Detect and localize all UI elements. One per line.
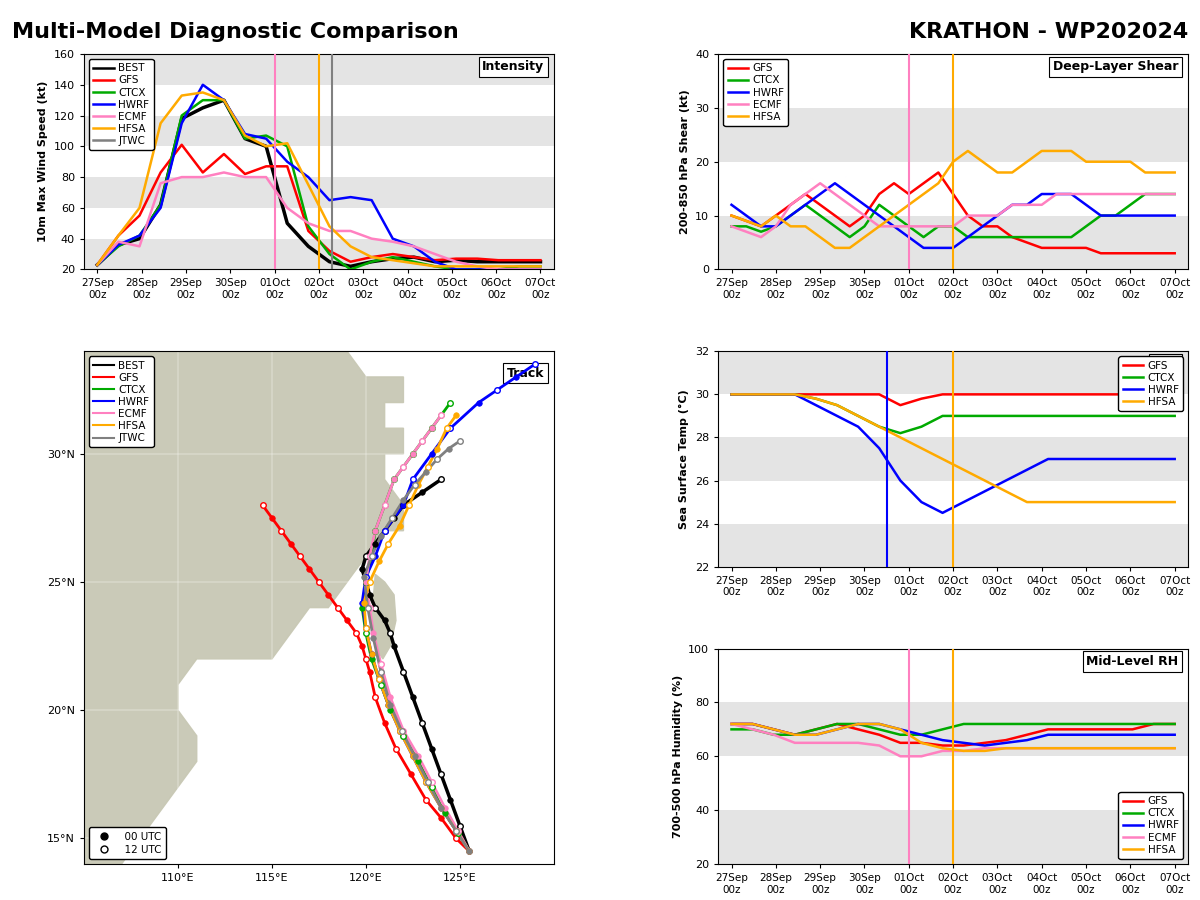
Bar	[719, 394, 1188, 437]
Y-axis label: 10m Max Wind Speed (kt): 10m Max Wind Speed (kt)	[38, 81, 48, 242]
Text: Track: Track	[506, 366, 545, 380]
Bar	[84, 238, 553, 269]
Text: Multi-Model Diagnostic Comparison: Multi-Model Diagnostic Comparison	[12, 22, 458, 42]
Legend: BEST, GFS, CTCX, HWRF, ECMF, HFSA, JTWC: BEST, GFS, CTCX, HWRF, ECMF, HFSA, JTWC	[89, 59, 154, 150]
Bar	[84, 147, 553, 177]
Bar	[719, 54, 1188, 108]
Bar	[719, 481, 1188, 524]
Text: KRATHON - WP202024: KRATHON - WP202024	[908, 22, 1188, 42]
Bar	[84, 54, 553, 85]
Bar	[719, 437, 1188, 481]
Text: SST: SST	[1152, 357, 1178, 371]
Text: Intensity: Intensity	[482, 60, 545, 74]
Bar	[84, 85, 553, 115]
Bar	[719, 702, 1188, 756]
Bar	[719, 351, 1188, 394]
Bar	[84, 115, 553, 147]
Text: Deep-Layer Shear: Deep-Layer Shear	[1054, 60, 1178, 74]
Legend: GFS, CTCX, HWRF, ECMF, HFSA: GFS, CTCX, HWRF, ECMF, HFSA	[724, 59, 787, 126]
Legend: GFS, CTCX, HWRF, ECMF, HFSA: GFS, CTCX, HWRF, ECMF, HFSA	[1118, 792, 1183, 859]
Text: NOAA  CIRA: NOAA CIRA	[94, 845, 152, 854]
Bar	[719, 756, 1188, 810]
Legend:   00 UTC,   12 UTC: 00 UTC, 12 UTC	[89, 827, 166, 859]
Y-axis label: Sea Surface Temp (°C): Sea Surface Temp (°C)	[679, 389, 689, 529]
Legend: GFS, CTCX, HWRF, HFSA: GFS, CTCX, HWRF, HFSA	[1118, 356, 1183, 411]
Polygon shape	[84, 351, 403, 864]
Polygon shape	[372, 574, 396, 659]
Y-axis label: 200-850 hPa Shear (kt): 200-850 hPa Shear (kt)	[679, 89, 690, 234]
Bar	[719, 649, 1188, 702]
Bar	[719, 108, 1188, 162]
Y-axis label: 700-500 hPa Humidity (%): 700-500 hPa Humidity (%)	[673, 675, 683, 838]
Bar	[84, 208, 553, 238]
Text: Mid-Level RH: Mid-Level RH	[1086, 655, 1178, 668]
Bar	[719, 524, 1188, 567]
Bar	[719, 216, 1188, 269]
Bar	[719, 810, 1188, 864]
Bar	[84, 177, 553, 208]
Bar	[719, 162, 1188, 216]
